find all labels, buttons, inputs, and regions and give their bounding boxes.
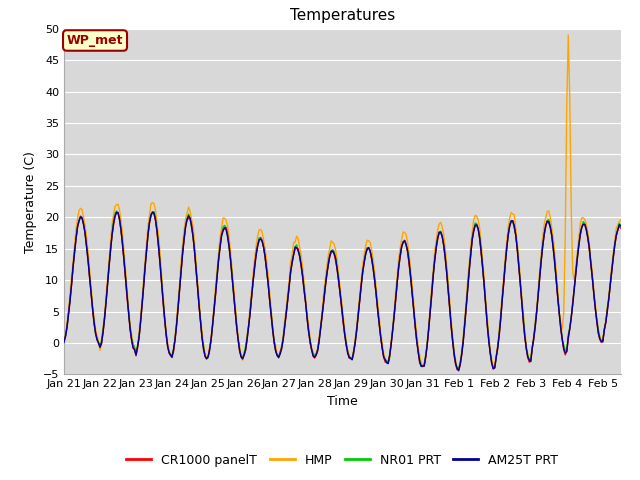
AM25T PRT [455,368,463,373]
CR1000 panelT [472,223,479,228]
HMP [608,262,616,268]
Line: HMP: HMP [64,35,621,369]
Line: AM25T PRT: AM25T PRT [64,212,621,371]
CR1000 panelT [249,279,257,285]
AM25T PRT [131,347,138,353]
CR1000 panelT [617,225,625,231]
CR1000 panelT [346,355,353,361]
NR01 PRT [113,208,120,214]
CR1000 panelT [453,367,461,372]
NR01 PRT [608,268,616,274]
HMP [344,348,351,354]
Line: CR1000 panelT: CR1000 panelT [64,212,621,370]
NR01 PRT [472,220,479,226]
NR01 PRT [617,223,625,229]
AM25T PRT [148,209,156,215]
AM25T PRT [60,339,68,345]
NR01 PRT [153,228,161,234]
NR01 PRT [249,278,257,284]
HMP [152,208,159,214]
HMP [470,217,477,223]
NR01 PRT [346,353,353,359]
AM25T PRT [249,278,257,284]
AM25T PRT [472,222,479,228]
Y-axis label: Temperature (C): Temperature (C) [24,151,37,252]
CR1000 panelT [132,353,140,359]
CR1000 panelT [608,268,616,274]
CR1000 panelT [60,337,68,343]
Legend: CR1000 panelT, HMP, NR01 PRT, AM25T PRT: CR1000 panelT, HMP, NR01 PRT, AM25T PRT [122,449,563,472]
Title: Temperatures: Temperatures [290,9,395,24]
CR1000 panelT [113,209,120,215]
Line: NR01 PRT: NR01 PRT [64,211,621,368]
NR01 PRT [60,337,68,343]
X-axis label: Time: Time [327,395,358,408]
NR01 PRT [453,365,461,371]
HMP [617,217,625,223]
AM25T PRT [617,223,625,229]
HMP [248,288,255,294]
AM25T PRT [153,228,161,234]
NR01 PRT [132,349,140,355]
HMP [564,32,572,38]
HMP [455,366,463,372]
HMP [131,345,138,351]
AM25T PRT [608,267,616,273]
CR1000 panelT [153,229,161,235]
Text: WP_met: WP_met [67,34,124,47]
HMP [60,339,68,345]
AM25T PRT [346,354,353,360]
